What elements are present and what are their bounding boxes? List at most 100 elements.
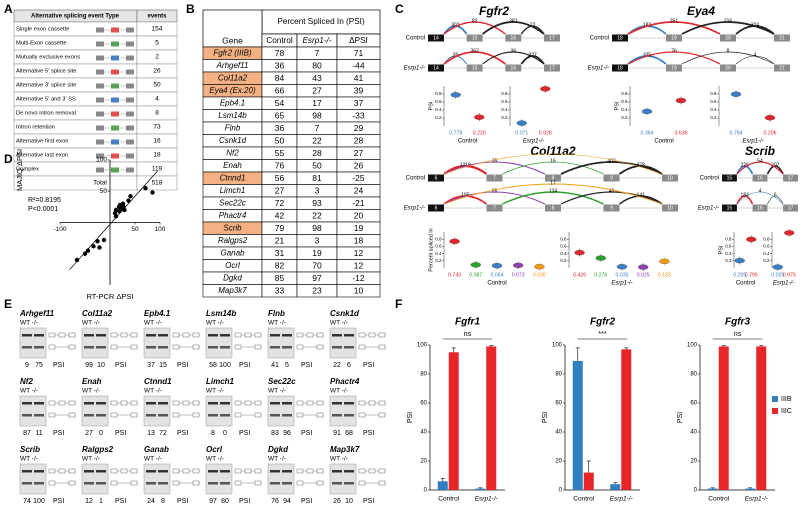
gene-name: Arhgef11 <box>216 61 249 70</box>
gel-band <box>282 470 292 473</box>
y-tick-label: 0.8 <box>710 91 717 96</box>
event-count: 2 <box>155 54 159 61</box>
violin <box>617 264 627 269</box>
y-tick-label: 0.8 <box>621 91 628 96</box>
panel-label: F <box>395 297 402 311</box>
psi-label: 0.035 <box>616 272 629 278</box>
gel-band <box>22 334 32 337</box>
y-tick-label: 0.2 <box>710 115 717 120</box>
isoform-exon <box>235 345 241 349</box>
schematic-exon <box>96 168 104 173</box>
violin <box>517 121 527 126</box>
junction-count: 381 <box>509 18 518 24</box>
gel-band <box>282 402 292 405</box>
psi-number: 8 <box>211 430 215 437</box>
isoform-exon <box>235 481 241 485</box>
psi-label: 0.183 <box>658 272 671 278</box>
isoform-exon <box>235 333 241 337</box>
gel <box>330 464 356 494</box>
panel-label: E <box>4 297 12 311</box>
event-type: Alternative 5' splice site <box>16 69 76 75</box>
psi-value: 21 <box>275 235 285 245</box>
gene-name: Lsm14b <box>218 111 247 120</box>
event-count: 16 <box>153 138 161 145</box>
gene-name: Ocrl <box>206 445 223 454</box>
psi-value: 56 <box>275 173 285 183</box>
gene-name: Phactr4 <box>330 377 360 386</box>
gel-band <box>270 470 280 473</box>
isoform-exon <box>131 333 137 337</box>
gel <box>330 328 356 358</box>
gel-band <box>208 470 218 473</box>
violin <box>638 265 648 270</box>
psi-value: 36 <box>275 123 285 133</box>
gel <box>206 464 232 494</box>
gel-band <box>208 482 218 485</box>
gene-name: Csnk1d <box>219 136 247 145</box>
gel-band <box>146 414 156 417</box>
psi-label: 0.636 <box>675 130 688 136</box>
y-tick-label: 0.8 <box>501 91 508 96</box>
lane-label: WT -/- <box>20 456 38 463</box>
psi-label: 0.426 <box>573 272 586 278</box>
bar <box>708 489 718 490</box>
isoform-exon <box>69 481 75 485</box>
violin <box>492 263 502 268</box>
gel-band <box>158 346 168 349</box>
psi-value: 81 <box>312 173 322 183</box>
gene-name: Nf2 <box>20 377 33 386</box>
psi-number: 80 <box>221 498 229 505</box>
gel-band <box>270 482 280 485</box>
violin <box>596 256 606 261</box>
exon-label: 8 <box>552 205 555 211</box>
isoform-exon <box>131 345 137 349</box>
gel-band <box>158 334 168 337</box>
lane-label: WT -/- <box>330 456 348 463</box>
gel-band <box>270 346 280 349</box>
gel-band <box>84 346 94 349</box>
x-tick-label: Esrp1-/- <box>610 496 634 503</box>
gel-band <box>282 346 292 349</box>
gel <box>144 328 170 358</box>
gel-band <box>146 346 156 349</box>
significance-label: *** <box>598 331 606 338</box>
panel-label: C <box>395 2 404 16</box>
scatter-point <box>75 258 79 262</box>
gel-band <box>34 402 44 405</box>
exon-label: 15 <box>727 205 733 211</box>
schematic-exon <box>111 28 119 33</box>
isoform-exon <box>111 469 117 473</box>
scatter-point <box>150 190 154 194</box>
isoform-exon <box>255 345 261 349</box>
isoform-exon <box>297 413 303 417</box>
lane-label: WT -/- <box>144 388 162 395</box>
gel-band <box>158 482 168 485</box>
psi-value: 65 <box>275 110 285 120</box>
psi-label: 0.206 <box>764 130 777 136</box>
gel-band <box>208 346 218 349</box>
psi-label: PSI <box>301 362 312 369</box>
isoform-exon <box>245 333 251 337</box>
y-tick-label: 60 <box>555 401 562 407</box>
psi-number: 68 <box>345 430 353 437</box>
lane-label: WT -/- <box>82 320 100 327</box>
psi-value: 41 <box>354 73 364 83</box>
gene-name: Sec22c <box>268 377 296 386</box>
gel-band <box>22 470 32 473</box>
psi-number: 100 <box>33 498 45 505</box>
y-tick-label: 40 <box>420 430 427 436</box>
psi-label: PSI <box>239 430 250 437</box>
isoform-exon <box>379 401 385 405</box>
y-tick-label: 0.8 <box>560 236 567 241</box>
bar <box>449 352 459 490</box>
gene-title: Fgfr2 <box>479 4 509 18</box>
psi-value: 29 <box>354 123 364 133</box>
violin <box>474 115 484 120</box>
y-tick-label: 0.8 <box>435 236 442 241</box>
exon-label: 17 <box>549 35 555 41</box>
gene-name: Arhgef11 <box>19 309 55 318</box>
schematic-exon <box>126 70 134 75</box>
psi-label: 0.220 <box>473 130 486 136</box>
event-type: Intron retention <box>16 125 55 131</box>
bar <box>719 346 729 490</box>
